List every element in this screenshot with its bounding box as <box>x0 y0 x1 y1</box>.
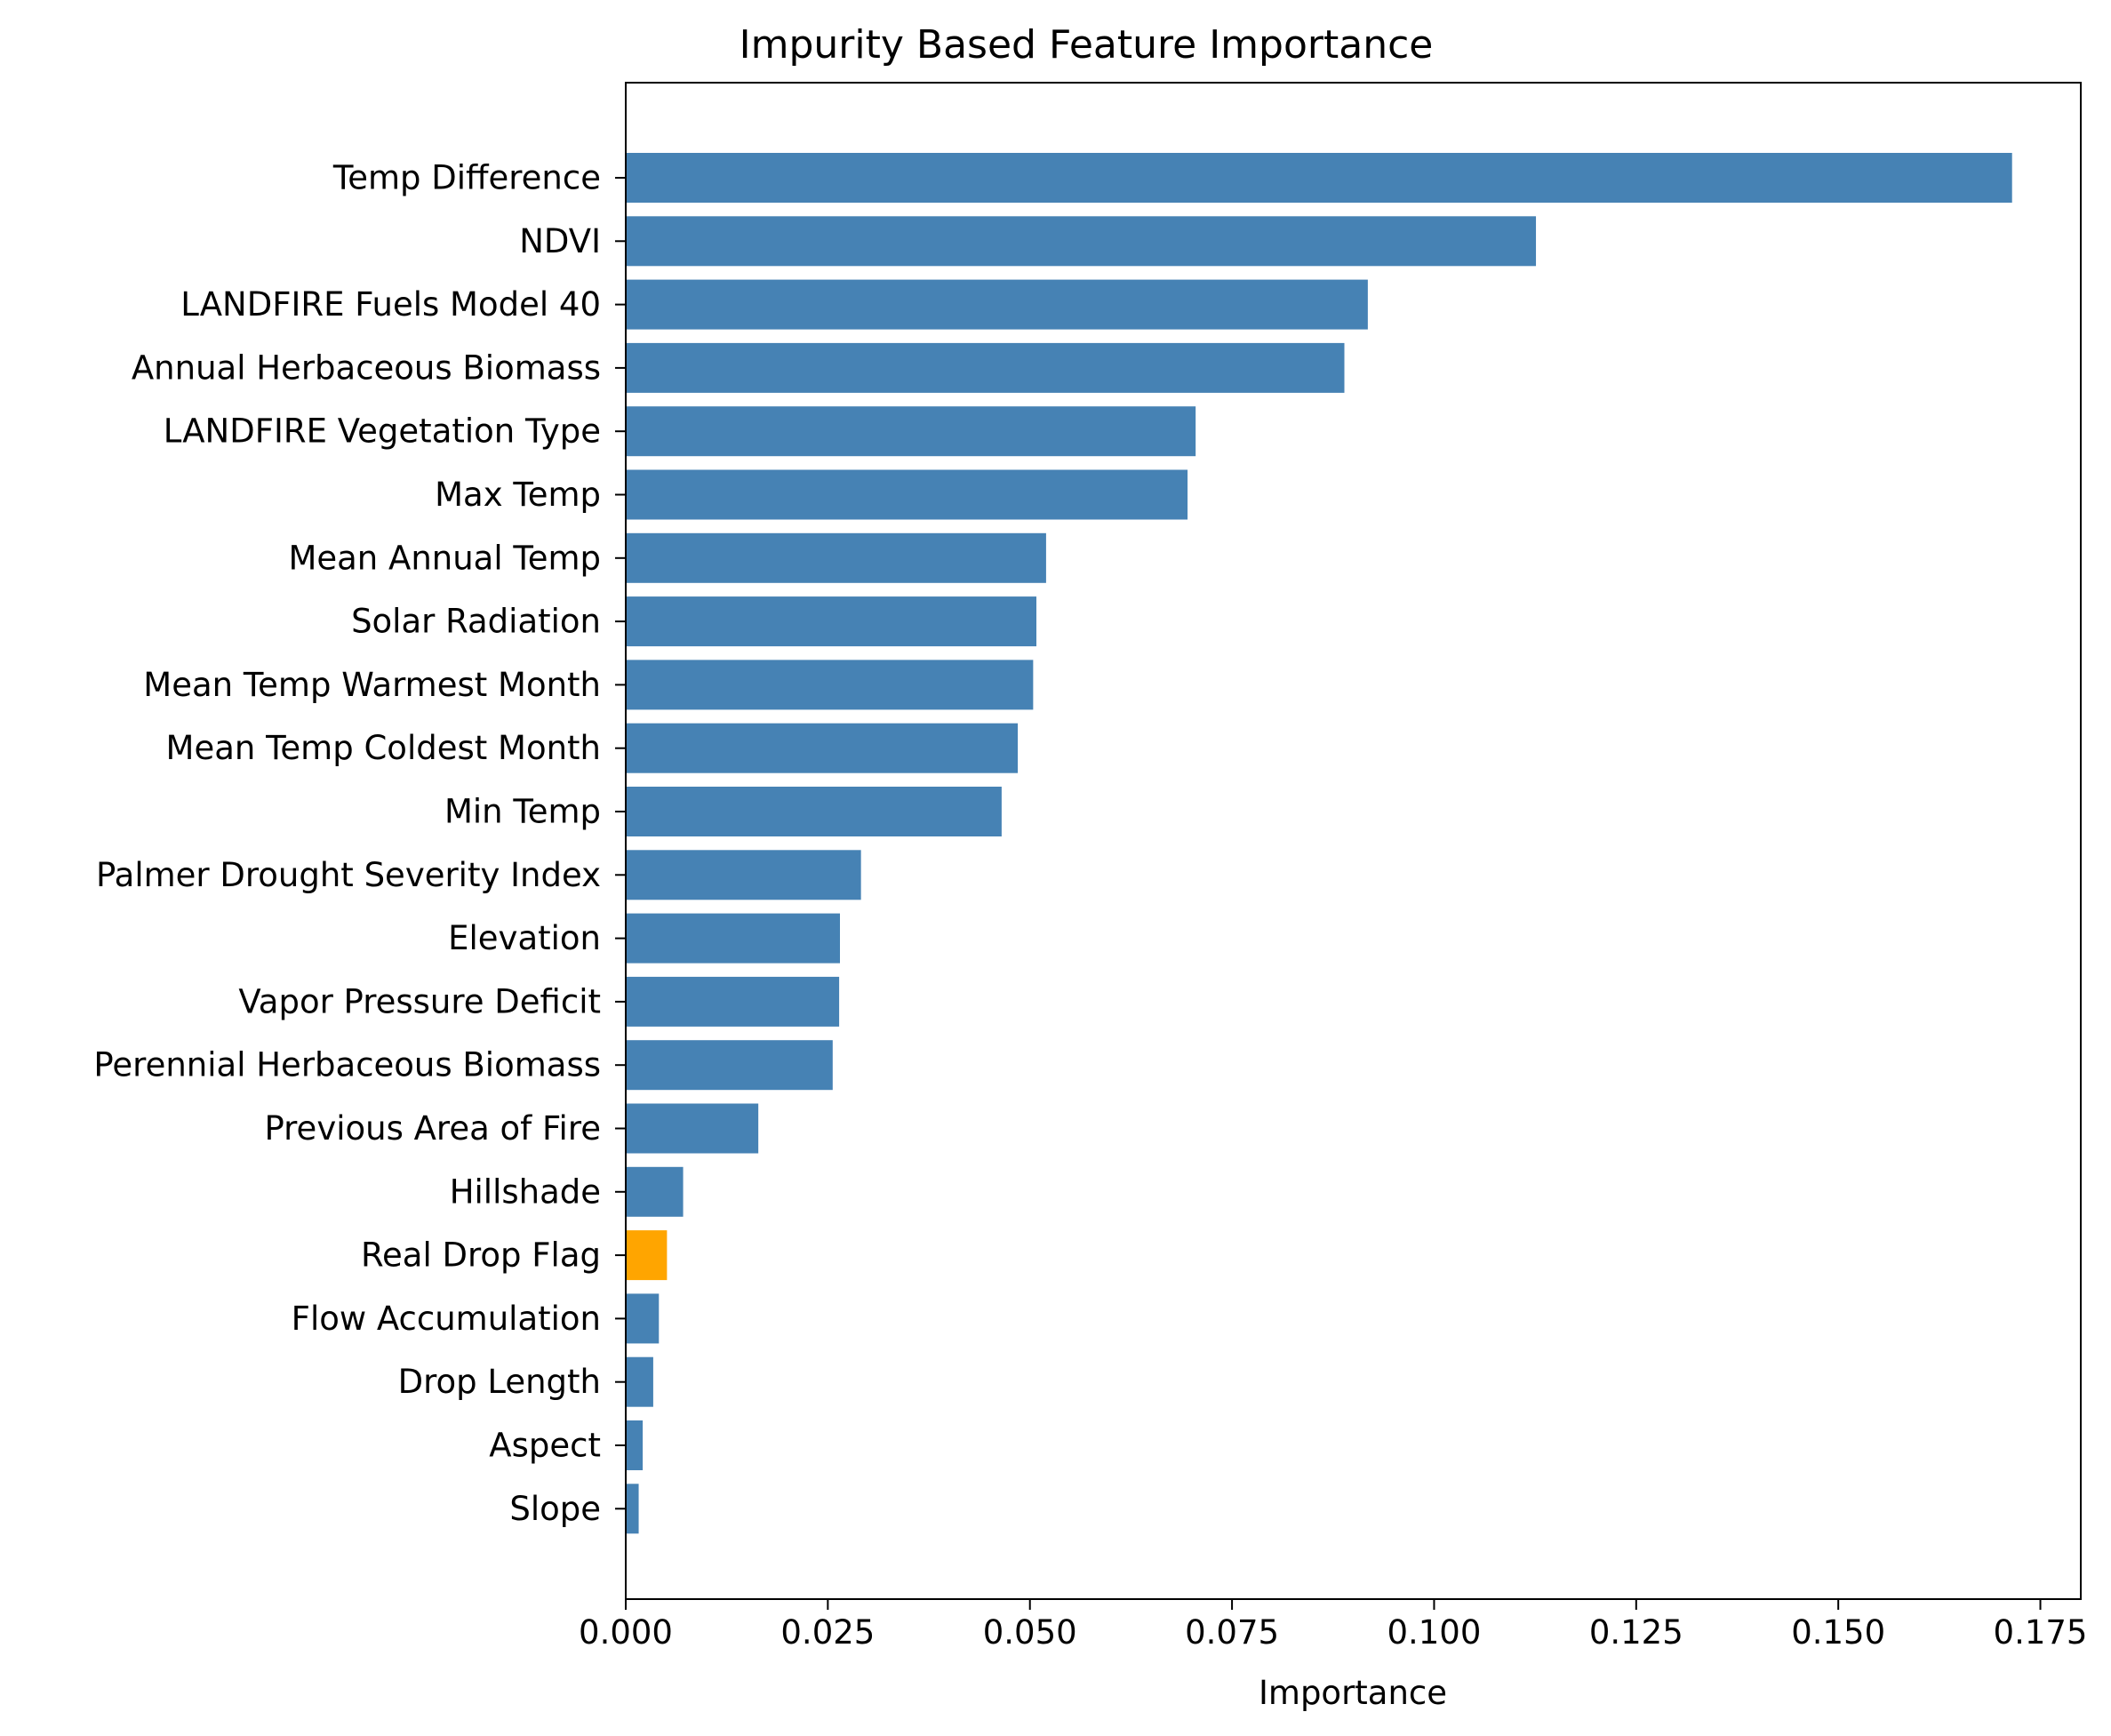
y-tick-label: Palmer Drought Severity Index <box>96 856 601 894</box>
bar-real-drop-flag <box>626 1230 668 1281</box>
x-tick-label: 0.175 <box>1994 1613 2088 1652</box>
y-axis-ticks: Temp Difference NDVI LANDFIRE Fuels Model … <box>93 159 626 1528</box>
y-tick-label: LANDFIRE Fuels Model 40 <box>180 285 601 324</box>
x-tick-label: 0.125 <box>1589 1613 1683 1652</box>
bar-mean-annual-temp <box>626 532 1046 583</box>
bar-slope <box>626 1484 639 1534</box>
x-tick-label: 0.075 <box>1185 1613 1279 1652</box>
y-tick-label: Temp Difference <box>332 159 601 197</box>
bar-temp-difference <box>626 153 2012 203</box>
bars-layer <box>626 153 2012 1534</box>
x-tick-label: 0.000 <box>579 1613 673 1652</box>
y-tick-label: Slope <box>509 1490 601 1528</box>
bar-min-temp <box>626 787 1002 836</box>
chart-title: Impurity Based Feature Importance <box>740 22 1434 68</box>
y-tick-label: LANDFIRE Vegetation Type <box>164 412 601 451</box>
bar-hillshade <box>626 1166 684 1217</box>
y-tick-label: Drop Length <box>398 1363 601 1401</box>
x-tick-label: 0.100 <box>1387 1613 1481 1652</box>
bar-max-temp <box>626 469 1188 520</box>
x-tick-label: 0.150 <box>1791 1613 1885 1652</box>
y-tick-label: Mean Annual Temp <box>288 539 601 577</box>
y-tick-label: Perennial Herbaceous Biomass <box>93 1046 601 1084</box>
x-tick-label: 0.025 <box>780 1613 875 1652</box>
bar-landfire-fuels-model-40 <box>626 279 1368 330</box>
y-tick-label: Min Temp <box>444 793 601 831</box>
y-tick-label: NDVI <box>519 222 601 260</box>
x-axis-ticks: 0.000 0.025 0.050 0.075 0.100 0.125 0.150 0.175 <box>579 1599 2087 1652</box>
bar-elevation <box>626 913 841 964</box>
x-tick-label: 0.050 <box>983 1613 1077 1652</box>
bar-solar-radiation <box>626 596 1036 647</box>
y-tick-label: Mean Temp Warmest Month <box>143 666 601 704</box>
plot-frame <box>625 82 2082 1600</box>
bar-aspect <box>626 1420 644 1470</box>
y-tick-label: Max Temp <box>435 476 601 514</box>
y-tick-label: Mean Temp Coldest Month <box>166 729 601 767</box>
bar-flow-accumulation <box>626 1293 660 1344</box>
x-axis-label: Importance <box>1259 1674 1447 1712</box>
y-tick-label: Flow Accumulation <box>292 1300 601 1338</box>
y-tick-label: Previous Area of Fire <box>265 1109 602 1148</box>
bar-mean-temp-coldest-month <box>626 723 1019 773</box>
bar-ndvi <box>626 216 1537 267</box>
bar-vapor-pressure-deficit <box>626 976 840 1027</box>
y-tick-label: Annual Herbaceous Biomass <box>132 348 601 387</box>
y-tick-label: Elevation <box>448 919 601 957</box>
bar-palmer-drought-severity-index <box>626 850 861 900</box>
bar-landfire-vegetation-type <box>626 406 1196 457</box>
bar-perennial-herbaceous-biomass <box>626 1040 833 1091</box>
y-tick-label: Aspect <box>489 1427 601 1465</box>
bar-drop-length <box>626 1356 653 1407</box>
y-tick-label: Hillshade <box>450 1172 601 1211</box>
bar-previous-area-of-fire <box>626 1103 759 1154</box>
bar-mean-temp-warmest-month <box>626 660 1034 710</box>
bar-annual-herbaceous-biomass <box>626 342 1345 393</box>
y-tick-label: Vapor Pressure Deficit <box>238 982 601 1020</box>
y-tick-label: Real Drop Flag <box>361 1236 601 1275</box>
y-tick-label: Solar Radiation <box>351 603 601 641</box>
